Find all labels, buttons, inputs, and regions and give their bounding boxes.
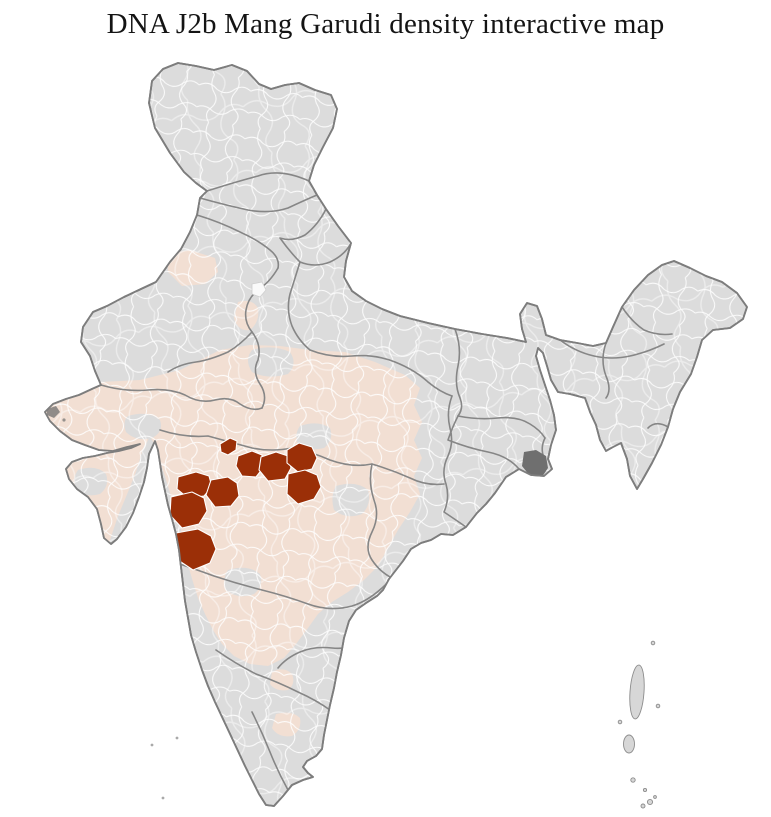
capital-district[interactable]	[251, 281, 267, 298]
high-density-districts[interactable]	[169, 437, 322, 571]
page-title: DNA J2b Mang Garudi density interactive …	[106, 8, 665, 40]
andaman-nicobar-islands[interactable]	[617, 640, 661, 809]
delta-marsh-patches	[47, 406, 548, 477]
state-boundaries	[100, 172, 673, 791]
lakshadweep-islets[interactable]	[150, 736, 179, 800]
